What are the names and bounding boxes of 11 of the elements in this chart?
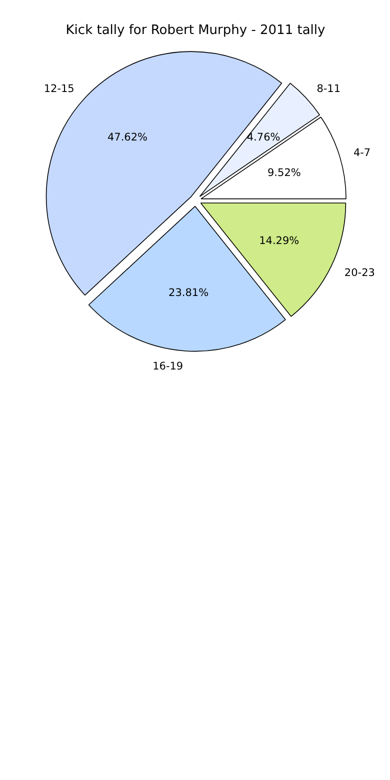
slice-label: 20-23 <box>344 267 375 280</box>
data-label: 14.29% <box>259 234 300 247</box>
slice-label: 8-11 <box>316 83 341 96</box>
chart-title: Kick tally for Robert Murphy - 2011 tally <box>66 23 326 38</box>
slice-label: 16-19 <box>152 360 184 372</box>
data-label: 9.52% <box>268 167 301 180</box>
data-label: 23.81% <box>168 287 209 300</box>
slice-label: 12-15 <box>44 83 74 96</box>
data-label: 47.62% <box>107 131 148 144</box>
slice-label: 4-7 <box>353 146 371 159</box>
data-label: 4.76% <box>246 131 280 144</box>
